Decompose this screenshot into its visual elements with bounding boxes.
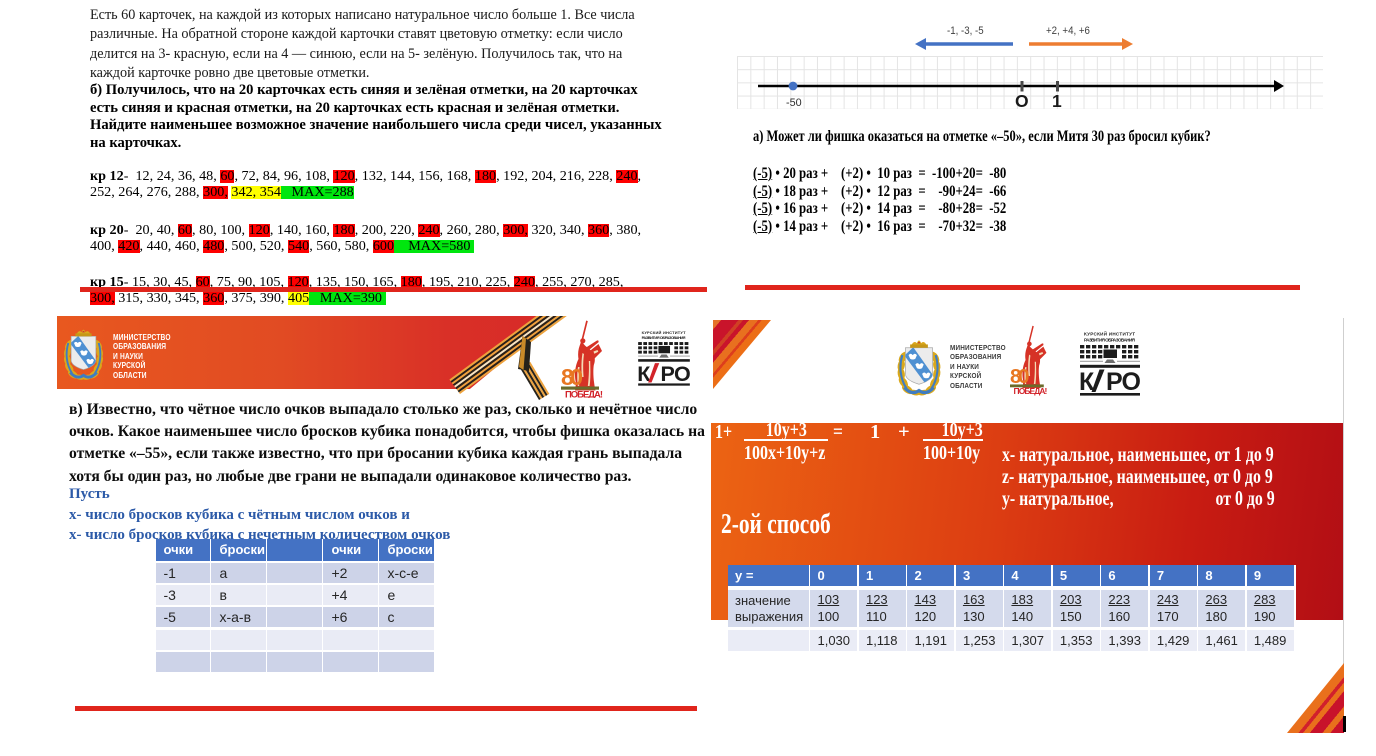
svg-text:80: 80 <box>561 364 583 390</box>
svg-text:РО: РО <box>1106 368 1140 396</box>
svg-text:КУРСКИЙ ИНСТИТУТ: КУРСКИЙ ИНСТИТУТ <box>642 330 687 335</box>
svg-text:РАЗВИТИЯ ОБРАЗОВАНИЯ: РАЗВИТИЯ ОБРАЗОВАНИЯ <box>642 335 686 340</box>
svg-text:РАЗВИТИЯ ОБРАЗОВАНИЯ: РАЗВИТИЯ ОБРАЗОВАНИЯ <box>1084 338 1135 343</box>
svg-text:ПОБЕДА!: ПОБЕДА! <box>1014 386 1048 396</box>
svg-text:К: К <box>637 362 651 386</box>
svg-text:К: К <box>1080 368 1095 396</box>
svg-text:РО: РО <box>661 362 690 386</box>
svg-text:80: 80 <box>1010 365 1030 388</box>
svg-text:ПОБЕДА!: ПОБЕДА! <box>565 390 603 399</box>
svg-text:КУРСКИЙ ИНСТИТУТ: КУРСКИЙ ИНСТИТУТ <box>1084 331 1135 337</box>
